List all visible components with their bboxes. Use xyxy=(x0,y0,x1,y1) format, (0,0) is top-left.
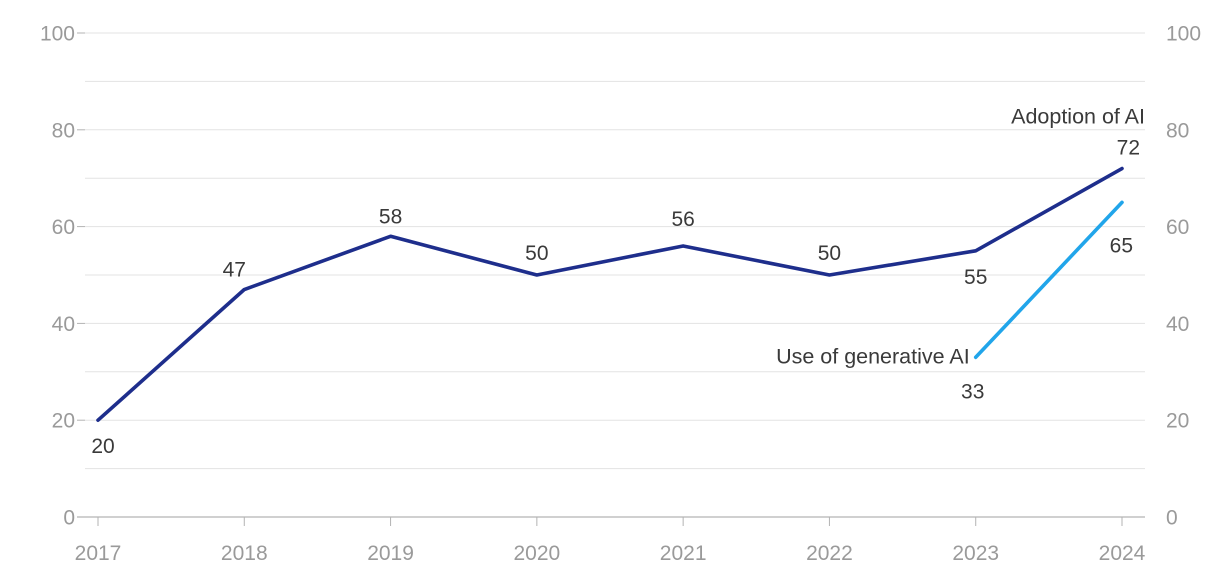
y-axis-label-right: 60 xyxy=(1166,216,1189,239)
y-axis-label-right: 20 xyxy=(1166,410,1189,433)
y-axis-label-left: 80 xyxy=(52,119,75,142)
y-axis-label-left: 40 xyxy=(52,313,75,336)
y-axis-label-right: 0 xyxy=(1166,507,1178,530)
value-label: 47 xyxy=(223,259,246,282)
series-line-use-of-generative-ai xyxy=(973,200,1124,360)
series-label: Use of generative AI xyxy=(776,344,970,368)
y-axis-label-left: 60 xyxy=(52,216,75,239)
value-label: 33 xyxy=(961,380,984,403)
x-axis-label: 2020 xyxy=(513,542,560,565)
y-axis-label-left: 100 xyxy=(40,23,75,46)
value-label: 72 xyxy=(1117,137,1140,160)
value-label: 50 xyxy=(525,242,548,265)
y-axis-label-right: 40 xyxy=(1166,313,1189,336)
x-axis-label: 2021 xyxy=(660,542,707,565)
value-label: 58 xyxy=(379,205,402,228)
x-axis-label: 2022 xyxy=(806,542,853,565)
y-axis-label-right: 100 xyxy=(1166,23,1201,46)
y-axis-label-left: 20 xyxy=(52,410,75,433)
x-axis-label: 2019 xyxy=(367,542,414,565)
value-label: 56 xyxy=(671,208,694,231)
x-axis-label: 2024 xyxy=(1099,542,1146,565)
series-label: Adoption of AI xyxy=(1011,105,1145,129)
y-axis-label-left: 0 xyxy=(63,507,75,530)
value-label: 65 xyxy=(1110,234,1133,257)
series-line-adoption-of-ai xyxy=(96,166,1124,423)
value-label: 50 xyxy=(818,242,841,265)
x-axis-label: 2018 xyxy=(221,542,268,565)
y-axis-label-right: 80 xyxy=(1166,119,1189,142)
x-axis-label: 2017 xyxy=(75,542,122,565)
value-label: 20 xyxy=(91,435,114,458)
x-axis-label: 2023 xyxy=(952,542,999,565)
value-label: 55 xyxy=(964,266,987,289)
